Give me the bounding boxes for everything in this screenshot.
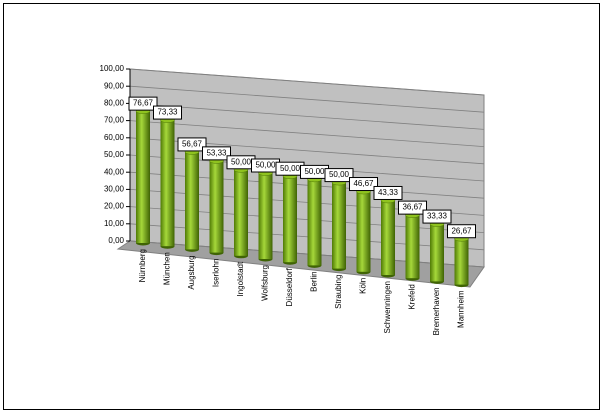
- grid-line: [129, 120, 485, 147]
- y-tick-label: 90,00: [104, 81, 125, 90]
- bar: [405, 215, 420, 279]
- bar: [356, 191, 371, 272]
- value-label: 26,67: [451, 226, 472, 235]
- grid-line: [129, 68, 485, 96]
- bar: [258, 173, 273, 259]
- value-label: 53,33: [206, 148, 227, 157]
- value-label-box: [373, 185, 403, 200]
- bar: [283, 176, 297, 263]
- bar: [430, 224, 444, 282]
- y-tick-label: 20,00: [104, 202, 125, 211]
- grid-line: [129, 85, 485, 113]
- y-tick-label: 40,00: [104, 167, 125, 176]
- bar: [381, 200, 395, 275]
- value-label: 33,33: [427, 212, 448, 221]
- y-tick-label: 10,00: [104, 219, 125, 228]
- value-label: 46,67: [353, 179, 374, 188]
- value-label-box: [202, 146, 231, 161]
- y-tick-label: 30,00: [104, 185, 125, 194]
- x-tick-label: München: [163, 252, 172, 285]
- y-tick-label: 70,00: [104, 116, 125, 125]
- value-label: 50,00: [329, 170, 350, 179]
- x-tick-label: Straubing: [334, 275, 343, 309]
- y-tick-label: 0,00: [108, 236, 124, 245]
- bar: [136, 111, 150, 244]
- value-label: 76,67: [133, 99, 154, 108]
- x-tick-label: Köln: [359, 278, 368, 294]
- x-tick-label: Augsburg: [187, 255, 196, 289]
- x-tick-label: Mannheim: [457, 290, 466, 328]
- bar: [160, 120, 175, 247]
- value-label-box: [422, 209, 452, 224]
- bar: [234, 169, 248, 256]
- x-tick-label: Wolfsburg: [261, 265, 270, 301]
- x-tick-label: Krefeld: [408, 284, 417, 309]
- bar: [307, 179, 322, 266]
- value-label: 50,00: [280, 164, 301, 173]
- bar: [332, 182, 346, 269]
- x-tick-label: Iserlohn: [212, 259, 221, 287]
- value-label-box: [398, 200, 427, 215]
- x-tick-label: Düsseldorf: [285, 267, 294, 306]
- y-tick-label: 80,00: [104, 99, 125, 108]
- value-label: 73,33: [157, 108, 178, 117]
- y-tick-label: 60,00: [104, 133, 125, 142]
- grid-line: [129, 103, 485, 130]
- value-label-box: [447, 224, 476, 239]
- value-label: 50,00: [304, 167, 325, 176]
- value-label-box: [153, 105, 182, 120]
- value-label-box: [324, 168, 354, 183]
- value-label-box: [349, 177, 378, 192]
- value-label: 50,00: [255, 161, 276, 170]
- x-tick-label: Ingolstadt: [236, 261, 245, 296]
- y-tick-label: 50,00: [104, 150, 125, 159]
- x-tick-label: Schwenningen: [383, 281, 392, 333]
- value-label: 50,00: [231, 157, 252, 166]
- x-tick-label: Bremerhaven: [432, 287, 441, 335]
- value-label: 43,33: [378, 188, 399, 197]
- bar: [209, 160, 224, 253]
- x-tick-label: Berlin: [310, 271, 319, 291]
- bar: [454, 238, 469, 285]
- value-label: 56,67: [182, 140, 203, 149]
- bar: [185, 151, 199, 250]
- value-label-box: [177, 137, 207, 152]
- y-tick-label: 100,00: [100, 64, 125, 73]
- value-label-box: [128, 96, 158, 111]
- x-tick-label: Nürnberg: [138, 249, 147, 282]
- value-label: 36,67: [402, 203, 423, 212]
